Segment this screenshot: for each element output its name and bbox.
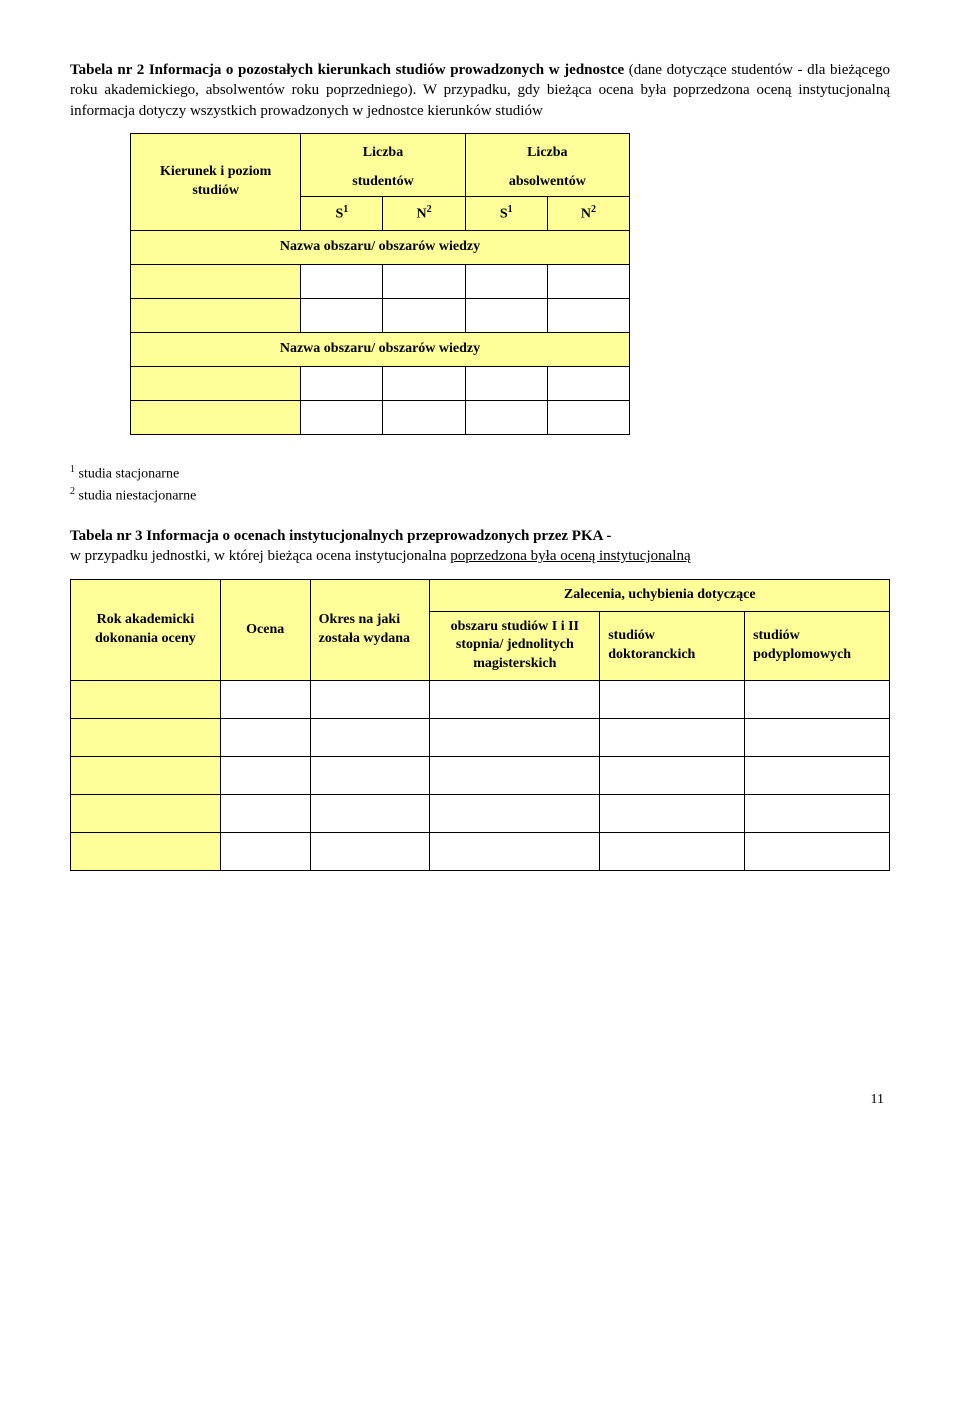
col-n2b: N2 xyxy=(547,196,629,231)
liczba-studentow-head: Liczba studentów xyxy=(301,133,465,196)
table-row xyxy=(71,757,890,795)
table-2-lead: Tabela nr 2 xyxy=(70,62,144,78)
col-obszaru: obszaru studiów I i II stopnia/ jednolit… xyxy=(430,611,600,681)
table-row xyxy=(71,795,890,833)
col-ocena: Ocena xyxy=(220,579,310,681)
liczba-absolwentow-head: Liczba absolwentów xyxy=(465,133,629,196)
table-2-intro: Tabela nr 2 Informacja o pozostałych kie… xyxy=(70,60,890,121)
col-podypl: studiów podyplomowych xyxy=(745,611,890,681)
col-s1b: S1 xyxy=(465,196,547,231)
wiedzy-header-2: Nazwa obszaru/ obszarów wiedzy xyxy=(131,333,630,367)
rowhead-kierunek: Kierunek i poziom studiów xyxy=(131,133,301,230)
table-row xyxy=(131,299,630,333)
col-zalecenia: Zalecenia, uchybienia dotyczące xyxy=(430,579,890,611)
table-kierunek: Kierunek i poziom studiów Liczba student… xyxy=(130,133,630,435)
footnotes: 1 studia stacjonarne 2 studia niestacjon… xyxy=(70,463,890,506)
table-3-intro: Tabela nr 3 Informacja o ocenach instytu… xyxy=(70,526,890,567)
wiedzy-header-1: Nazwa obszaru/ obszarów wiedzy xyxy=(131,231,630,265)
table-ocena: Rok akademicki dokonania oceny Ocena Okr… xyxy=(70,579,890,872)
table-row xyxy=(71,833,890,871)
col-n2: N2 xyxy=(383,196,465,231)
table-row xyxy=(131,265,630,299)
col-okres: Okres na jaki została wydana xyxy=(310,579,430,681)
table-row xyxy=(131,401,630,435)
col-rok: Rok akademicki dokonania oceny xyxy=(71,579,221,681)
page-number: 11 xyxy=(70,1091,890,1110)
table-row xyxy=(131,367,630,401)
table-row xyxy=(71,681,890,719)
col-s1: S1 xyxy=(301,196,383,231)
col-doktor: studiów doktoranckich xyxy=(600,611,745,681)
table-row xyxy=(71,719,890,757)
